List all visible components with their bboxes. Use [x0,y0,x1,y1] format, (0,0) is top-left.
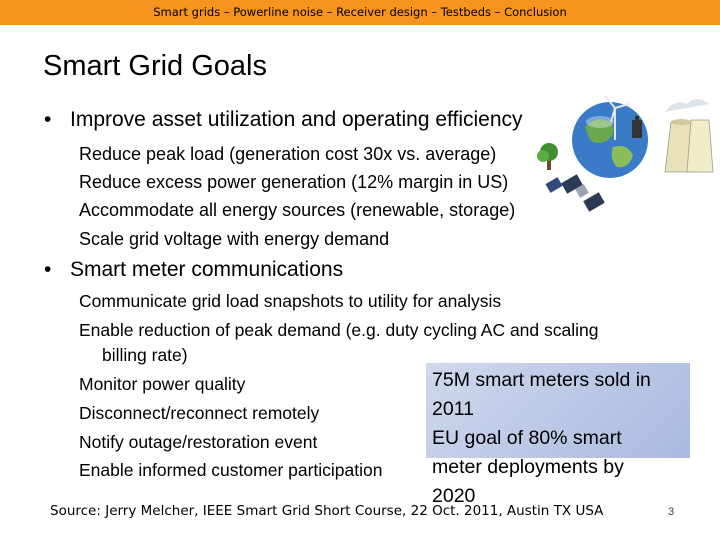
bullet-text: Improve asset utilization and operating … [70,108,523,131]
callout-text: 75M smart meters sold in 2011 EU goal of… [432,366,687,511]
subitem-peak-load: Reduce peak load (generation cost 30x vs… [79,144,497,164]
callout-line: 2020 [432,485,476,507]
subitem-customer-participation: Enable informed customer participation [79,460,383,480]
bullet-text: Smart meter communications [70,258,344,281]
header-nav-text: Smart grids – Powerline noise – Receiver… [153,5,567,19]
subitem-grid-load: Communicate grid load snapshots to utili… [79,291,502,311]
subitem-excess-generation: Reduce excess power generation (12% marg… [79,172,509,192]
bullet-smart-meter-comms: • Smart meter communications [44,258,343,282]
source-citation: Source: Jerry Melcher, IEEE Smart Grid S… [50,503,604,519]
callout-line: 75M smart meters sold in [432,369,651,391]
smart-grid-illustration [537,95,714,212]
subitem-peak-demand-cont: billing rate) [102,345,188,365]
callout-line: 2011 [432,398,474,420]
satellite-icon [561,174,605,212]
callout-box [426,363,690,458]
subitem-power-quality: Monitor power quality [79,374,246,394]
solar-panel-icon [545,177,563,193]
subitem-energy-sources: Accommodate all energy sources (renewabl… [79,200,516,220]
power-plant-icon [664,99,714,173]
bullet-dot: • [44,108,52,131]
callout-line: EU goal of 80% smart [432,427,622,449]
subitem-peak-demand: Enable reduction of peak demand (e.g. du… [79,320,599,340]
bullet-dot: • [44,258,52,281]
bullet-asset-utilization: • Improve asset utilization and operating… [44,108,523,132]
slide-title: Smart Grid Goals [43,50,267,82]
subitem-outage: Notify outage/restoration event [79,432,318,452]
wind-turbine-icon [604,95,630,140]
callout-line: meter deployments by [432,456,624,478]
globe-icon [572,102,648,178]
tree-icon [537,143,558,170]
subitem-disconnect: Disconnect/reconnect remotely [79,403,320,423]
header-bar: Smart grids – Powerline noise – Receiver… [0,0,720,25]
battery-icon [632,116,642,138]
page-number: 3 [668,506,675,518]
subitem-grid-voltage: Scale grid voltage with energy demand [79,229,390,249]
